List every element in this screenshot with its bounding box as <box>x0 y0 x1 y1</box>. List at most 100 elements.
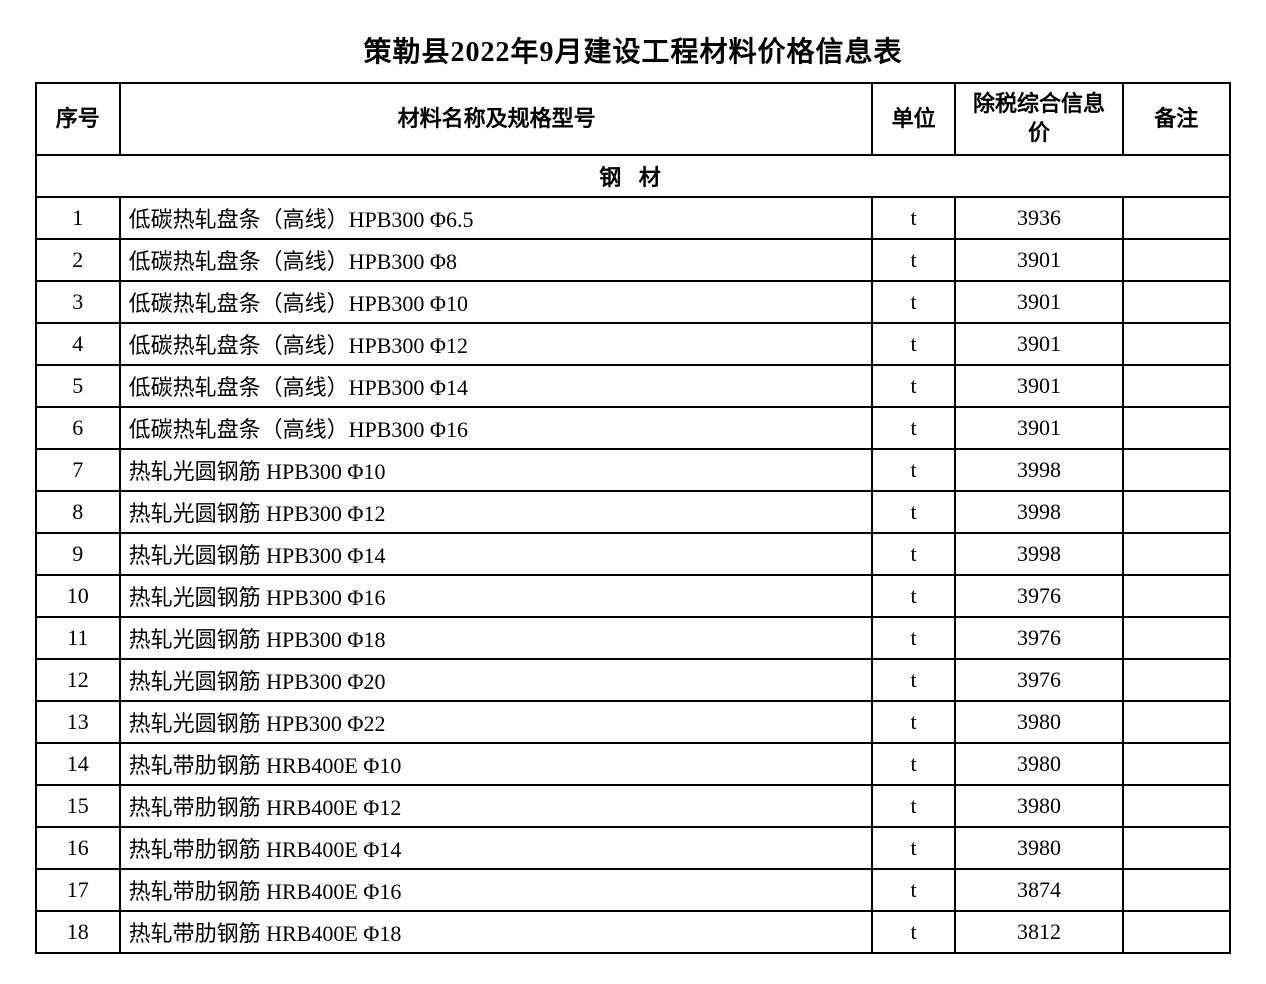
cell-unit: t <box>872 701 956 743</box>
cell-name: 热轧光圆钢筋 HPB300 Φ22 <box>120 701 872 743</box>
cell-name: 热轧带肋钢筋 HRB400E Φ16 <box>120 869 872 911</box>
cell-name: 热轧带肋钢筋 HRB400E Φ10 <box>120 743 872 785</box>
table-row: 3低碳热轧盘条（高线）HPB300 Φ10t3901 <box>36 281 1230 323</box>
cell-remark <box>1123 281 1230 323</box>
cell-unit: t <box>872 407 956 449</box>
table-row: 13热轧光圆钢筋 HPB300 Φ22t3980 <box>36 701 1230 743</box>
cell-price: 3980 <box>955 827 1122 869</box>
cell-seq: 4 <box>36 323 120 365</box>
cell-price: 3901 <box>955 365 1122 407</box>
cell-seq: 8 <box>36 491 120 533</box>
cell-name: 低碳热轧盘条（高线）HPB300 Φ14 <box>120 365 872 407</box>
cell-name: 低碳热轧盘条（高线）HPB300 Φ16 <box>120 407 872 449</box>
cell-remark <box>1123 491 1230 533</box>
cell-unit: t <box>872 659 956 701</box>
header-unit: 单位 <box>872 83 956 155</box>
cell-name: 热轧带肋钢筋 HRB400E Φ14 <box>120 827 872 869</box>
table-row: 17热轧带肋钢筋 HRB400E Φ16t3874 <box>36 869 1230 911</box>
cell-name: 热轧光圆钢筋 HPB300 Φ10 <box>120 449 872 491</box>
cell-remark <box>1123 323 1230 365</box>
cell-remark <box>1123 743 1230 785</box>
cell-unit: t <box>872 743 956 785</box>
cell-unit: t <box>872 869 956 911</box>
cell-unit: t <box>872 365 956 407</box>
cell-remark <box>1123 533 1230 575</box>
cell-price: 3980 <box>955 701 1122 743</box>
table-row: 18热轧带肋钢筋 HRB400E Φ18t3812 <box>36 911 1230 953</box>
cell-remark <box>1123 407 1230 449</box>
cell-name: 热轧光圆钢筋 HPB300 Φ18 <box>120 617 872 659</box>
cell-price: 3976 <box>955 575 1122 617</box>
table-row: 4低碳热轧盘条（高线）HPB300 Φ12t3901 <box>36 323 1230 365</box>
table-row: 6低碳热轧盘条（高线）HPB300 Φ16t3901 <box>36 407 1230 449</box>
table-row: 1低碳热轧盘条（高线）HPB300 Φ6.5t3936 <box>36 197 1230 239</box>
cell-remark <box>1123 617 1230 659</box>
cell-remark <box>1123 701 1230 743</box>
table-row: 7热轧光圆钢筋 HPB300 Φ10t3998 <box>36 449 1230 491</box>
cell-seq: 15 <box>36 785 120 827</box>
cell-seq: 1 <box>36 197 120 239</box>
cell-price: 3998 <box>955 491 1122 533</box>
cell-remark <box>1123 869 1230 911</box>
cell-name: 热轧带肋钢筋 HRB400E Φ18 <box>120 911 872 953</box>
table-row: 14热轧带肋钢筋 HRB400E Φ10t3980 <box>36 743 1230 785</box>
cell-seq: 16 <box>36 827 120 869</box>
table-row: 5低碳热轧盘条（高线）HPB300 Φ14t3901 <box>36 365 1230 407</box>
cell-price: 3976 <box>955 617 1122 659</box>
cell-seq: 13 <box>36 701 120 743</box>
table-row: 12热轧光圆钢筋 HPB300 Φ20t3976 <box>36 659 1230 701</box>
table-row: 8热轧光圆钢筋 HPB300 Φ12t3998 <box>36 491 1230 533</box>
cell-seq: 7 <box>36 449 120 491</box>
cell-unit: t <box>872 323 956 365</box>
table-row: 10热轧光圆钢筋 HPB300 Φ16t3976 <box>36 575 1230 617</box>
section-label: 钢 材 <box>36 155 1230 197</box>
cell-name: 低碳热轧盘条（高线）HPB300 Φ10 <box>120 281 872 323</box>
cell-unit: t <box>872 911 956 953</box>
cell-remark <box>1123 659 1230 701</box>
header-name: 材料名称及规格型号 <box>120 83 872 155</box>
cell-price: 3901 <box>955 323 1122 365</box>
cell-remark <box>1123 239 1230 281</box>
cell-name: 热轧光圆钢筋 HPB300 Φ16 <box>120 575 872 617</box>
cell-price: 3980 <box>955 785 1122 827</box>
cell-seq: 14 <box>36 743 120 785</box>
cell-name: 热轧带肋钢筋 HRB400E Φ12 <box>120 785 872 827</box>
cell-unit: t <box>872 281 956 323</box>
cell-price: 3874 <box>955 869 1122 911</box>
cell-price: 3901 <box>955 239 1122 281</box>
cell-seq: 17 <box>36 869 120 911</box>
cell-price: 3936 <box>955 197 1122 239</box>
cell-unit: t <box>872 197 956 239</box>
table-row: 15热轧带肋钢筋 HRB400E Φ12t3980 <box>36 785 1230 827</box>
cell-remark <box>1123 197 1230 239</box>
cell-name: 热轧光圆钢筋 HPB300 Φ12 <box>120 491 872 533</box>
cell-name: 低碳热轧盘条（高线）HPB300 Φ12 <box>120 323 872 365</box>
table-row: 11热轧光圆钢筋 HPB300 Φ18t3976 <box>36 617 1230 659</box>
table-row: 16热轧带肋钢筋 HRB400E Φ14t3980 <box>36 827 1230 869</box>
cell-unit: t <box>872 449 956 491</box>
cell-seq: 5 <box>36 365 120 407</box>
cell-name: 热轧光圆钢筋 HPB300 Φ20 <box>120 659 872 701</box>
header-price: 除税综合信息价 <box>955 83 1122 155</box>
cell-unit: t <box>872 491 956 533</box>
cell-remark <box>1123 365 1230 407</box>
cell-unit: t <box>872 617 956 659</box>
cell-unit: t <box>872 533 956 575</box>
cell-unit: t <box>872 239 956 281</box>
cell-unit: t <box>872 827 956 869</box>
header-remark: 备注 <box>1123 83 1230 155</box>
cell-unit: t <box>872 575 956 617</box>
cell-price: 3901 <box>955 281 1122 323</box>
cell-seq: 3 <box>36 281 120 323</box>
cell-seq: 11 <box>36 617 120 659</box>
page-title: 策勒县2022年9月建设工程材料价格信息表 <box>35 30 1231 70</box>
table-row: 9热轧光圆钢筋 HPB300 Φ14t3998 <box>36 533 1230 575</box>
cell-unit: t <box>872 785 956 827</box>
cell-seq: 6 <box>36 407 120 449</box>
section-row: 钢 材 <box>36 155 1230 197</box>
cell-price: 3998 <box>955 533 1122 575</box>
cell-price: 3998 <box>955 449 1122 491</box>
table-body: 钢 材 1低碳热轧盘条（高线）HPB300 Φ6.5t39362低碳热轧盘条（高… <box>36 155 1230 953</box>
cell-price: 3976 <box>955 659 1122 701</box>
cell-seq: 9 <box>36 533 120 575</box>
